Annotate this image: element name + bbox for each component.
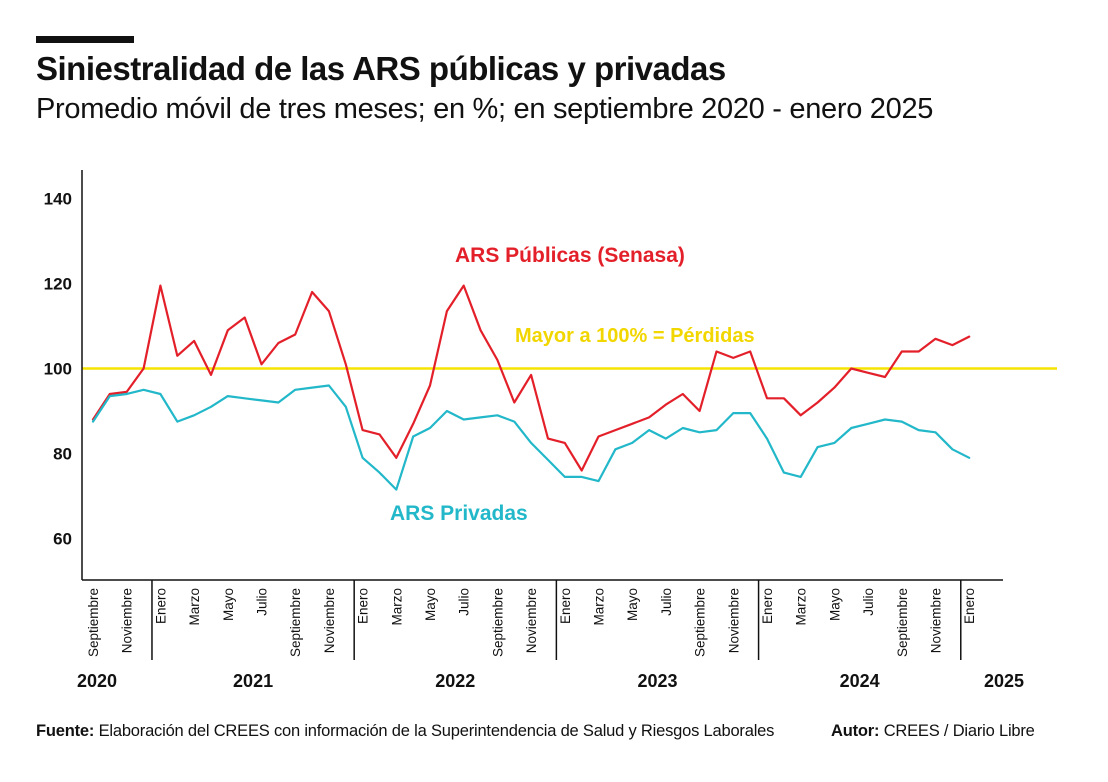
source-text: Elaboración del CREES con información de… xyxy=(98,722,775,740)
source-label: Fuente: xyxy=(36,722,95,740)
series-lines xyxy=(91,284,971,491)
x-tick-label: Mayo xyxy=(625,588,640,621)
year-label: 2024 xyxy=(840,671,880,691)
y-tick-label: 60 xyxy=(53,530,72,549)
x-tick-label: Septiembre xyxy=(490,588,505,657)
x-tick-label: Julio xyxy=(861,588,876,616)
x-tick-label: Mayo xyxy=(221,588,236,621)
author-text: CREES / Diario Libre xyxy=(883,722,1035,740)
y-tick-label: 80 xyxy=(53,445,72,464)
year-label: 2021 xyxy=(233,671,273,691)
author-label: Autor: xyxy=(831,722,880,740)
x-tick-label: Noviembre xyxy=(726,588,741,653)
x-tick-label: Enero xyxy=(962,588,977,624)
x-tick-label: Julio xyxy=(659,588,674,616)
x-tick-label: Septiembre xyxy=(895,588,910,657)
x-tick-label: Julio xyxy=(457,588,472,616)
x-tick-label: Septiembre xyxy=(86,588,101,657)
x-tick-label: Marzo xyxy=(592,588,607,626)
x-tick-label: Noviembre xyxy=(524,588,539,653)
x-tick-label: Septiembre xyxy=(693,588,708,657)
legend-label-publicas: ARS Públicas (Senasa) xyxy=(455,244,685,267)
x-tick-label: Enero xyxy=(558,588,573,624)
x-tick-label: Mayo xyxy=(827,588,842,621)
x-tick-label: Noviembre xyxy=(929,588,944,653)
x-tick-label: Julio xyxy=(255,588,270,616)
x-tick-label: Enero xyxy=(356,588,371,624)
year-label: 2025 xyxy=(984,671,1024,691)
x-tick-label: Noviembre xyxy=(120,588,135,653)
x-tick-label: Marzo xyxy=(794,588,809,626)
y-tick-label: 120 xyxy=(44,275,72,294)
threshold-label: Mayor a 100% = Pérdidas xyxy=(515,325,755,347)
x-tick-label: Marzo xyxy=(389,588,404,626)
x-tick-label: Enero xyxy=(153,588,168,624)
privadas-line xyxy=(91,384,971,491)
title-accent-bar xyxy=(36,36,134,43)
year-label: 2023 xyxy=(637,671,677,691)
x-tick-label: Noviembre xyxy=(322,588,337,653)
annotations: ARS Públicas (Senasa) ARS Privadas Mayor a… xyxy=(390,244,755,525)
chart-subtitle: Promedio móvil de tres meses; en %; en s… xyxy=(36,93,934,125)
publicas-line xyxy=(91,284,971,472)
legend-label-privadas: ARS Privadas xyxy=(390,502,528,525)
footer: Fuente: Elaboración del CREES con inform… xyxy=(36,722,1035,741)
author: Autor: CREES / Diario Libre xyxy=(831,722,1035,741)
y-tick-label: 140 xyxy=(44,190,72,209)
x-tick-label: Marzo xyxy=(187,588,202,626)
x-tick-label: Septiembre xyxy=(288,588,303,657)
year-label: 2022 xyxy=(435,671,475,691)
y-tick-label: 100 xyxy=(44,360,72,379)
x-tick-label: Enero xyxy=(760,588,775,624)
axes: 60 80 100 120 140 Septiembre Noviembre Enero Mar… xyxy=(44,170,1024,691)
chart-title: Siniestralidad de las ARS públicas y pri… xyxy=(36,50,726,87)
x-tick-label: Mayo xyxy=(423,588,438,621)
year-label: 2020 xyxy=(77,671,117,691)
